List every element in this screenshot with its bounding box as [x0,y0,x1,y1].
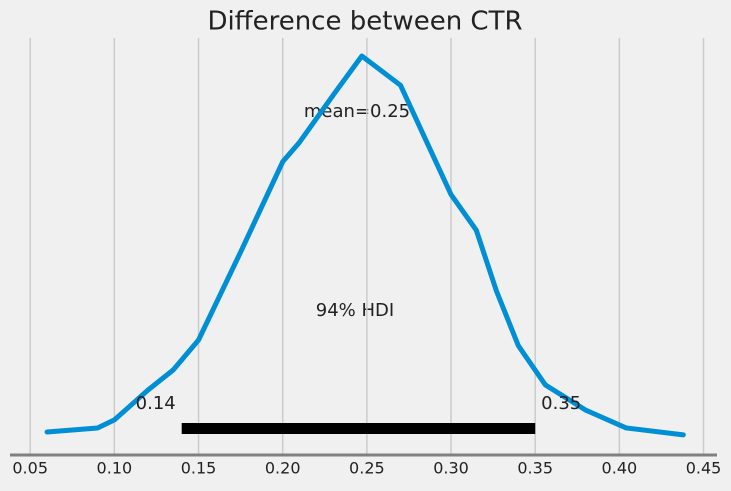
mean-annotation: mean=0.25 [304,101,410,122]
hdi-high-label: 0.35 [541,393,581,414]
x-tick-label: 0.40 [602,459,638,478]
x-tick-label: 0.45 [686,459,722,478]
hdi-low-label: 0.14 [136,393,176,414]
x-tick-label: 0.10 [97,459,133,478]
density-line [44,53,686,438]
x-tick-label: 0.25 [349,459,385,478]
chart-title: Difference between CTR [207,7,522,37]
x-tick-label: 0.05 [12,459,48,478]
hdi-bar [181,423,536,434]
x-tick-label: 0.15 [181,459,217,478]
x-tick-label: 0.30 [433,459,469,478]
hdi-label: 94% HDI [316,300,394,321]
x-tick-label: 0.35 [517,459,553,478]
x-tick-label: 0.20 [265,459,301,478]
